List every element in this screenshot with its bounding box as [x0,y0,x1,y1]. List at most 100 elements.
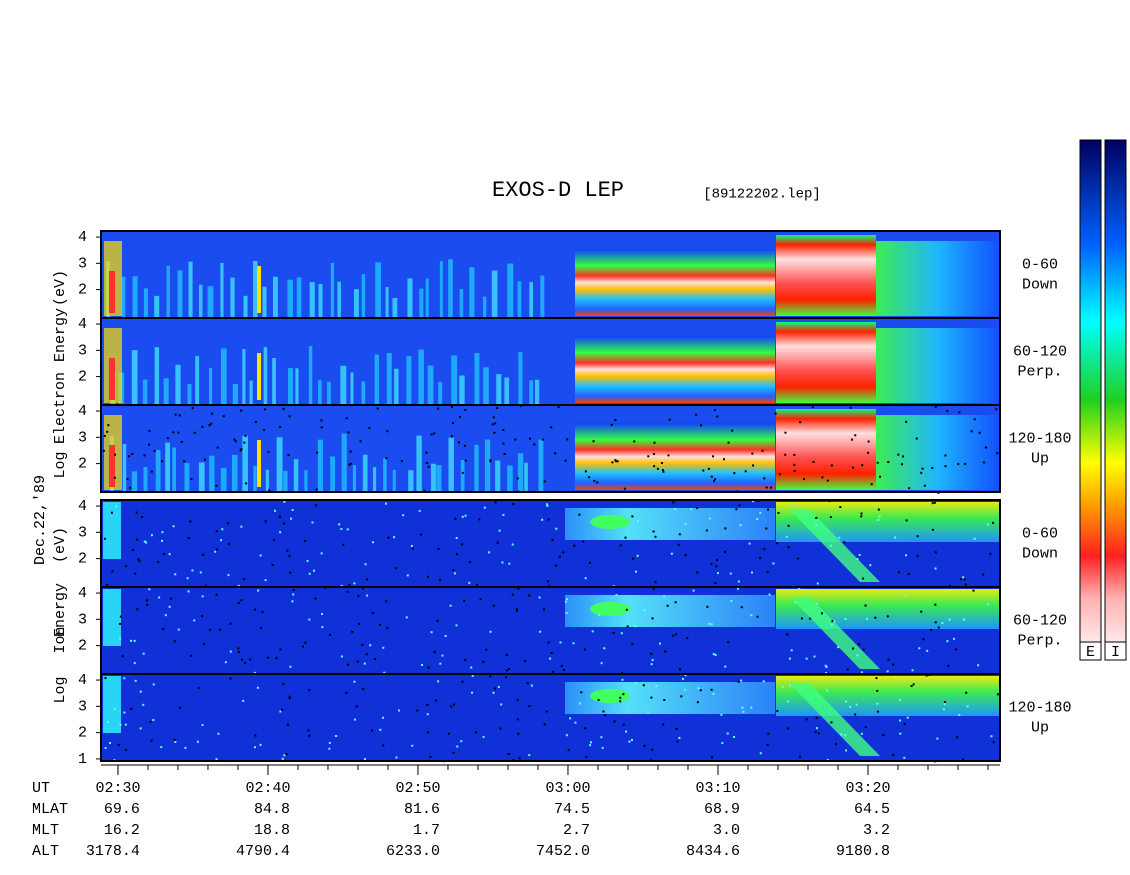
noise [714,478,717,481]
spectrogram-burst [154,347,160,405]
noise [215,484,218,487]
noise [307,729,310,732]
noise [696,701,699,704]
noise [349,462,352,465]
noise [119,615,122,618]
noise [757,500,760,503]
noise [751,452,754,455]
ephemeris-value: 3.2 [863,822,890,839]
noise [311,521,314,524]
noise [550,426,553,429]
x-tick-label: 02:30 [95,780,140,797]
y-tick-label: 2 [78,456,87,473]
noise [612,631,615,634]
noise [973,418,976,421]
noise [505,669,508,672]
noise [642,684,645,687]
noise [987,603,990,606]
spectrogram-burst [175,364,181,405]
noise [765,486,768,489]
spectrogram-burst [517,281,522,318]
noise [674,633,677,636]
noise [385,502,388,505]
noise [652,530,655,533]
noise [600,736,603,739]
spectrogram-burst [230,277,235,318]
spectrogram-burst [383,458,387,492]
noise [308,734,311,737]
noise [876,689,879,692]
panel: 2 3 4 [78,498,1001,589]
x-tick-label: 02:40 [245,780,290,797]
panel-frame [100,404,1001,493]
noise [886,670,889,673]
noise [613,720,616,723]
noise [905,519,908,522]
spectrogram-burst [121,276,126,318]
noise [283,500,286,503]
noise [740,679,743,682]
noise [582,540,585,543]
spectrogram-burst [362,454,368,492]
spectrogram-fade [876,415,1000,490]
noise [864,604,867,607]
noise [817,732,820,735]
noise [982,461,985,464]
noise [163,553,166,556]
noise [320,552,323,555]
noise [161,460,164,463]
noise [589,741,592,744]
noise [427,666,430,669]
noise [545,503,548,506]
noise [887,461,890,464]
noise [150,739,153,742]
spectrogram-burst [385,286,389,318]
noise [826,689,829,692]
spectrogram-burst [540,275,545,318]
panel-frame [100,673,1001,762]
noise [139,727,142,730]
noise [547,641,550,644]
noise [244,434,247,437]
noise [655,685,658,688]
noise [437,407,440,410]
noise [463,599,466,602]
noise [441,654,444,657]
noise [437,680,440,683]
spectrogram-burst [103,502,121,559]
noise [357,595,360,598]
spectrogram-blob [590,602,630,616]
noise [447,732,450,735]
noise [792,502,795,505]
noise [899,732,902,735]
noise [359,440,362,443]
pitch-range: 120-180 [1008,430,1071,447]
noise [551,538,554,541]
noise [104,677,107,680]
noise [468,560,471,563]
noise [508,667,511,670]
noise [511,543,514,546]
noise [826,479,829,482]
noise [593,479,596,482]
noise [201,724,204,727]
spectrogram-burst [262,286,267,318]
noise [282,683,285,686]
spectrogram-burst [529,380,534,405]
noise [825,666,828,669]
spectrogram-burst [207,286,214,318]
noise [379,623,382,626]
noise [514,438,517,441]
y-axis-word: Electron [52,372,69,444]
y-tick-label: 3 [78,429,87,446]
noise [215,593,218,596]
noise [456,745,459,748]
noise [237,601,240,604]
noise [169,597,172,600]
noise [365,653,368,656]
spectrogram-blob [590,689,630,703]
ephemeris-value: 68.9 [704,801,740,818]
noise [664,650,667,653]
noise [705,529,708,532]
noise [660,462,663,465]
